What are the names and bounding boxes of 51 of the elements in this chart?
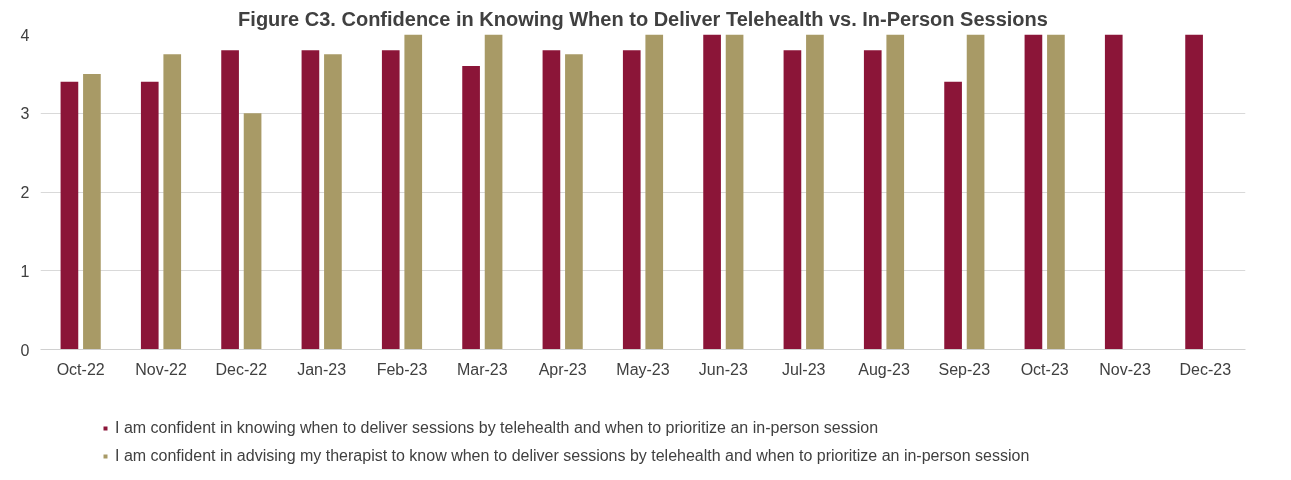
x-tick-label: Mar-23 — [456, 360, 508, 378]
x-tick-label: Jul-23 — [781, 360, 826, 378]
bar — [83, 73, 101, 350]
x-tick-label: Aug-23 — [858, 360, 910, 378]
x-tick-label: Nov-23 — [1099, 360, 1151, 378]
bar — [243, 113, 262, 350]
x-tick-label: Oct-22 — [56, 360, 105, 378]
bar — [944, 81, 962, 350]
bar — [1024, 34, 1043, 350]
x-tick-label: May-23 — [616, 360, 670, 378]
bar — [163, 54, 182, 350]
bar — [703, 34, 721, 350]
y-tick-label: 3 — [20, 105, 30, 123]
x-tick-label: Dec-22 — [215, 360, 268, 378]
bar — [645, 34, 664, 350]
x-tick-label: Sep-23 — [938, 360, 991, 378]
y-tick-label: 2 — [20, 184, 30, 201]
bar — [565, 54, 583, 350]
bar — [404, 34, 423, 350]
bar — [783, 50, 802, 350]
bar — [381, 50, 400, 350]
y-tick-label: 4 — [20, 26, 30, 44]
bar — [966, 34, 985, 350]
legend-label: I am confident in advising my therapist to know when to deliver sessions by telehealth and when to prioritize an in-person session — [115, 447, 1030, 465]
x-tick-label: Jan-23 — [297, 360, 347, 378]
bar — [542, 50, 561, 350]
bar — [886, 34, 905, 350]
x-tick-label: Dec-23 — [1179, 360, 1232, 378]
bar — [324, 54, 342, 350]
bar — [806, 34, 824, 350]
legend-label: I am confident in knowing when to deliver sessions by telehealth and when to prioritize an in-person session — [115, 419, 879, 437]
bar — [221, 50, 239, 350]
x-tick-label: Apr-23 — [538, 360, 587, 378]
y-tick-label: 1 — [20, 262, 30, 280]
x-tick-label: Nov-22 — [135, 360, 187, 378]
y-tick-label: 0 — [20, 341, 30, 359]
x-tick-label: Jun-23 — [698, 360, 748, 378]
bar — [622, 50, 641, 350]
bar — [863, 50, 882, 350]
bar — [60, 81, 79, 350]
bar — [484, 34, 503, 350]
bar — [725, 34, 744, 350]
x-tick-label: Oct-23 — [1020, 360, 1069, 378]
bar — [462, 66, 480, 350]
chart-title: Figure C3. Confidence in Knowing When to Deliver Telehealth vs. In-Person Sessions — [238, 7, 1048, 30]
bar — [301, 50, 320, 350]
bar — [1047, 34, 1065, 350]
bar — [1185, 34, 1203, 350]
x-tick-label: Feb-23 — [376, 360, 428, 378]
bar — [1104, 34, 1123, 350]
bar — [140, 81, 159, 350]
